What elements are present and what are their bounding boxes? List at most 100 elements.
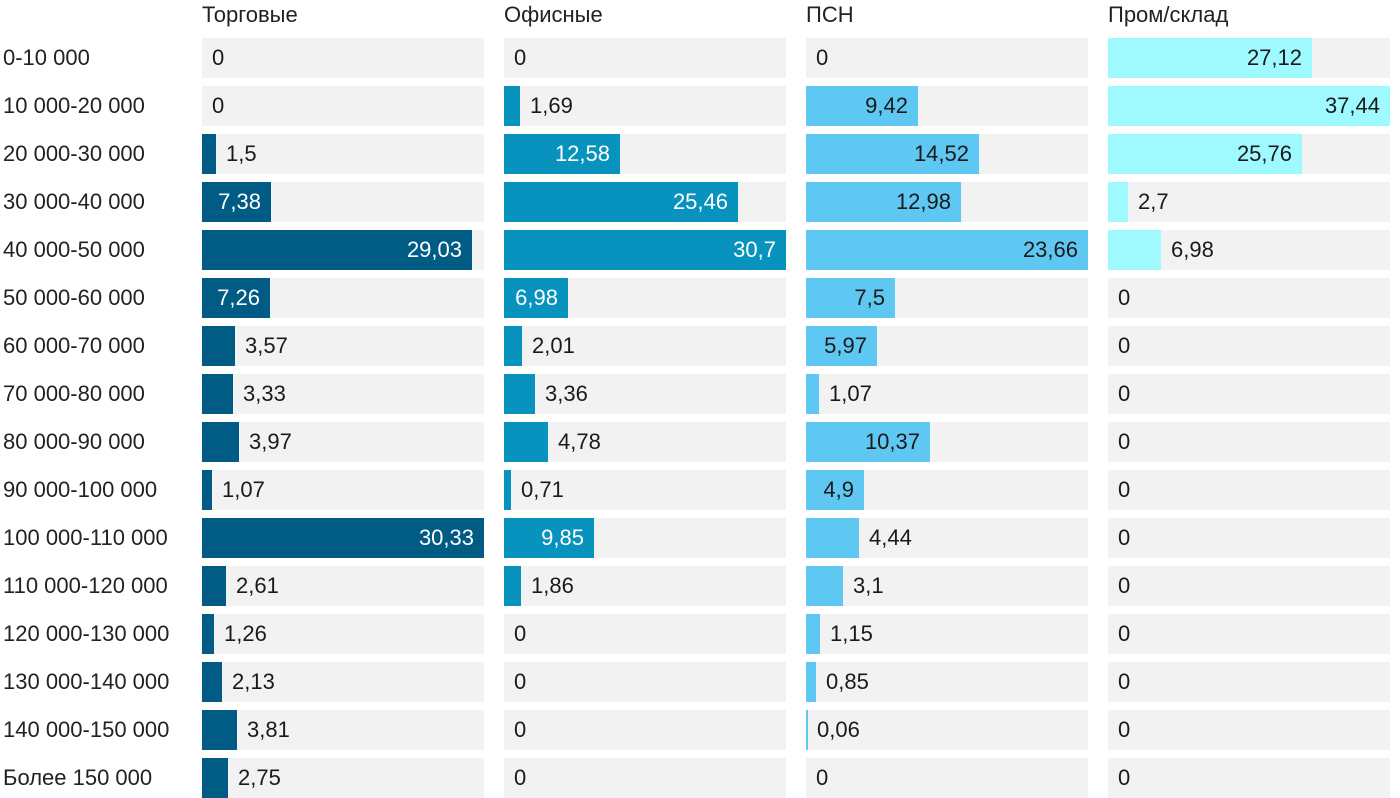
value-label: 14,52 [913,141,969,166]
bar-track: 6,98 [1108,230,1390,270]
bar [806,422,930,462]
bar-track: 0 [504,710,786,750]
bar [504,278,568,318]
bar [504,566,521,606]
value-label: 3,33 [243,381,286,406]
row-label: 110 000-120 000 [3,573,168,598]
bar [504,86,520,126]
bar-track: 3,1 [806,566,1088,606]
row-label: 130 000-140 000 [3,669,170,694]
bar-track: 27,12 [1108,38,1390,78]
value-label: 0 [212,93,225,118]
bar-track: 0 [202,86,484,126]
value-label: 1,26 [224,621,267,646]
bar [504,230,786,270]
bar-track: 0 [1108,662,1390,702]
bar-track: 37,44 [1108,86,1390,126]
row-label: 30 000-40 000 [3,189,145,214]
bar-track: 4,44 [806,518,1088,558]
bar [806,134,979,174]
bar-track: 3,81 [202,710,484,750]
value-label: 6,98 [515,285,558,310]
column-header: Пром/склад [1108,2,1229,27]
value-label: 0 [1118,573,1131,598]
value-label: 30,33 [418,525,474,550]
bar-track: 14,52 [806,134,1088,174]
value-label: 0 [1118,333,1131,358]
bar-track: 1,69 [504,86,786,126]
value-label: 0 [1118,285,1131,310]
bar-track: 0 [1108,518,1390,558]
bar [504,134,620,174]
bar-track: 2,75 [202,758,484,798]
value-label: 1,15 [830,621,873,646]
bar-track: 2,61 [202,566,484,606]
value-label: 0,06 [817,717,860,742]
value-label: 37,44 [1324,93,1380,118]
bar [504,422,548,462]
value-label: 2,13 [232,669,275,694]
bar-track: 0 [1108,422,1390,462]
value-label: 0 [1118,525,1131,550]
value-label: 29,03 [406,237,462,262]
bar-track: 6,98 [504,278,786,318]
row-label: 120 000-130 000 [3,621,170,646]
value-label: 30,7 [733,237,776,262]
bar [504,182,738,222]
bar [202,758,228,798]
bar-track: 7,38 [202,182,484,222]
bar [806,182,961,222]
bar [202,278,270,318]
bar [806,470,864,510]
value-label: 0 [1118,669,1131,694]
value-label: 0 [514,717,527,742]
value-label: 2,7 [1138,189,1169,214]
bar [1108,182,1128,222]
bar [202,326,235,366]
bar [1108,230,1161,270]
bar-track: 2,01 [504,326,786,366]
bar-track: 0,71 [504,470,786,510]
value-label: 1,07 [829,381,872,406]
value-label: 3,81 [247,717,290,742]
bar [806,86,918,126]
bar-track: 0 [806,758,1088,798]
value-label: 9,85 [541,525,584,550]
bar-track: 1,86 [504,566,786,606]
bar [202,182,271,222]
row-label: 100 000-110 000 [3,525,168,550]
value-label: 4,44 [869,525,912,550]
value-label: 1,5 [226,141,257,166]
bar [806,230,1088,270]
bar [202,422,239,462]
row-label: 140 000-150 000 [3,717,170,742]
bar-track: 23,66 [806,230,1088,270]
value-label: 7,5 [854,285,885,310]
bar-track: 0 [1108,710,1390,750]
bar [806,326,877,366]
bar [202,566,226,606]
value-label: 23,66 [1022,237,1078,262]
bar [1108,86,1390,126]
value-label: 0 [514,669,527,694]
value-label: 1,07 [222,477,265,502]
value-label: 0 [816,765,829,790]
value-label: 0 [514,45,527,70]
bar-track: 0 [1108,566,1390,606]
bar [806,566,843,606]
bar-track: 0 [1108,326,1390,366]
value-label: 25,46 [672,189,728,214]
bar [806,518,859,558]
bar-track: 1,07 [806,374,1088,414]
bar-track: 0,85 [806,662,1088,702]
value-label: 5,97 [824,333,867,358]
bar [202,710,237,750]
value-label: 6,98 [1171,237,1214,262]
bar-track: 0 [1108,278,1390,318]
bar-track: 0 [504,758,786,798]
value-label: 0 [212,45,225,70]
bar-track: 0 [1108,758,1390,798]
bar [202,374,233,414]
bar-track: 1,15 [806,614,1088,654]
